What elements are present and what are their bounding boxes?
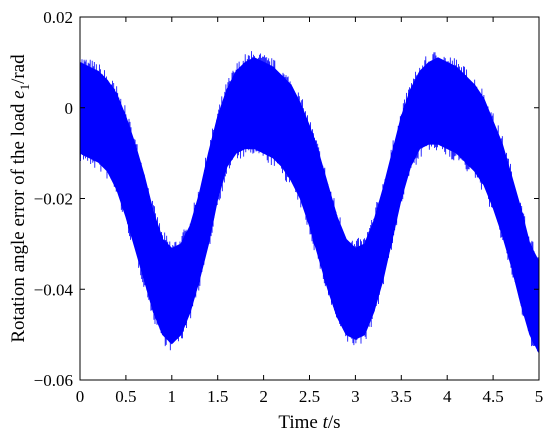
x-axis-title-suffix: /s [328, 412, 341, 433]
x-tick-label: 2 [259, 387, 268, 406]
y-axis-title-prefix: Rotation angle error of the load [8, 99, 29, 343]
y-axis-title: Rotation angle error of the load e1/rad [8, 54, 32, 343]
y-axis-title-var: e [8, 90, 29, 98]
y-tick-label: 0.02 [43, 8, 73, 27]
x-tick-label: 3.5 [391, 387, 412, 406]
y-axis-title-suffix: /rad [8, 54, 29, 84]
x-tick-label: 4 [443, 387, 452, 406]
x-axis-title-var: t [323, 412, 329, 433]
x-axis-title-prefix: Time [278, 412, 322, 433]
y-tick-labels: 0.02 0 −0.02 −0.04 −0.06 [34, 8, 74, 390]
x-tick-label: 1 [168, 387, 177, 406]
x-tick-label: 4.5 [482, 387, 503, 406]
y-tick-label: −0.02 [34, 190, 73, 209]
x-tick-label: 3 [351, 387, 360, 406]
x-tick-label: 2.5 [299, 387, 320, 406]
y-tick-label: −0.06 [34, 371, 73, 390]
series-line [79, 51, 540, 352]
y-axis-title-sub: 1 [17, 84, 32, 91]
y-tick-label: 0 [65, 99, 74, 118]
x-tick-label: 5 [535, 387, 544, 406]
axis-ticks [79, 16, 540, 381]
y-tick-label: −0.04 [34, 280, 74, 299]
x-tick-label: 0.5 [115, 387, 136, 406]
x-tick-label: 0 [76, 387, 85, 406]
x-tick-labels: 0 0.5 1 1.5 2 2.5 3 3.5 4 4.5 5 [76, 387, 544, 406]
x-axis-title: Time t/s [278, 412, 340, 433]
x-tick-label: 1.5 [207, 387, 228, 406]
